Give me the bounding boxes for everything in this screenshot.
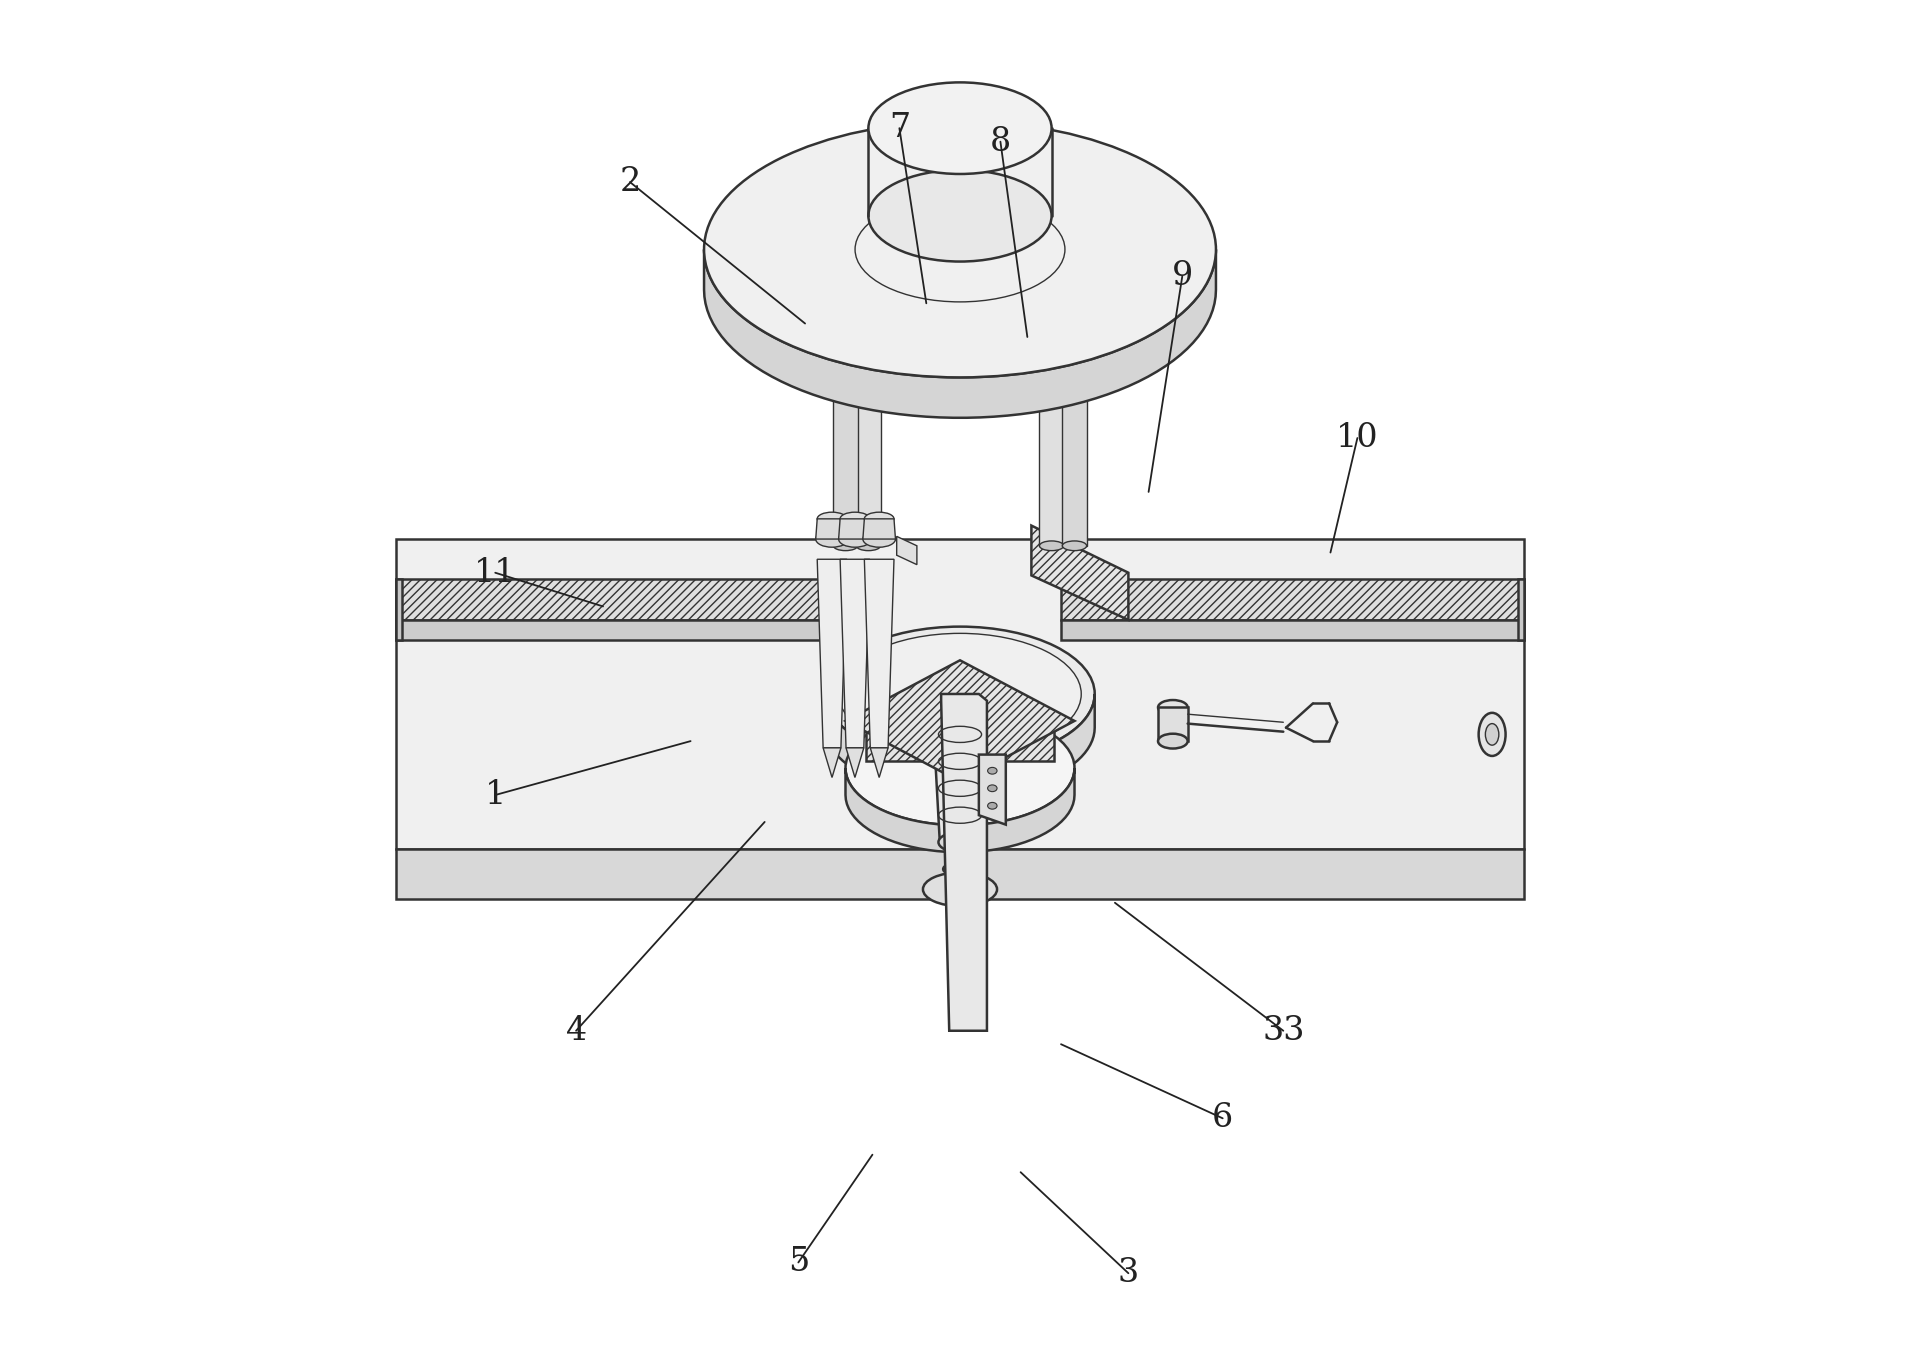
Ellipse shape bbox=[868, 83, 1052, 174]
Polygon shape bbox=[1031, 525, 1129, 619]
Ellipse shape bbox=[841, 512, 870, 525]
Ellipse shape bbox=[864, 512, 895, 525]
Polygon shape bbox=[826, 694, 1094, 795]
Text: 8: 8 bbox=[991, 125, 1012, 158]
Polygon shape bbox=[705, 249, 1215, 418]
Ellipse shape bbox=[1158, 700, 1188, 715]
Ellipse shape bbox=[839, 633, 1081, 754]
Polygon shape bbox=[1039, 297, 1064, 546]
Ellipse shape bbox=[1039, 291, 1064, 301]
Polygon shape bbox=[396, 849, 1524, 898]
Polygon shape bbox=[833, 297, 858, 546]
Polygon shape bbox=[841, 559, 870, 747]
Text: 4: 4 bbox=[566, 1015, 588, 1047]
Text: 10: 10 bbox=[1336, 422, 1379, 455]
Polygon shape bbox=[870, 747, 889, 777]
Text: 6: 6 bbox=[1212, 1102, 1233, 1134]
Ellipse shape bbox=[1039, 540, 1064, 551]
Ellipse shape bbox=[856, 291, 881, 301]
Ellipse shape bbox=[839, 531, 872, 547]
Ellipse shape bbox=[939, 832, 981, 852]
Polygon shape bbox=[941, 694, 987, 1030]
Polygon shape bbox=[1062, 619, 1524, 640]
Polygon shape bbox=[856, 297, 881, 546]
Ellipse shape bbox=[833, 291, 858, 301]
Polygon shape bbox=[935, 768, 985, 842]
Polygon shape bbox=[396, 580, 858, 619]
Polygon shape bbox=[396, 619, 858, 640]
Polygon shape bbox=[1158, 708, 1188, 742]
Ellipse shape bbox=[943, 863, 977, 876]
Polygon shape bbox=[866, 715, 1054, 761]
Ellipse shape bbox=[1478, 713, 1505, 755]
Polygon shape bbox=[824, 747, 841, 777]
Text: 7: 7 bbox=[889, 112, 910, 144]
Polygon shape bbox=[862, 519, 895, 539]
Ellipse shape bbox=[845, 710, 1075, 825]
Polygon shape bbox=[864, 559, 895, 747]
Ellipse shape bbox=[705, 121, 1215, 377]
Polygon shape bbox=[396, 580, 403, 640]
Ellipse shape bbox=[816, 531, 849, 547]
Text: 9: 9 bbox=[1171, 260, 1192, 293]
Ellipse shape bbox=[826, 626, 1094, 761]
Ellipse shape bbox=[862, 531, 895, 547]
Text: 5: 5 bbox=[787, 1247, 808, 1278]
Ellipse shape bbox=[1062, 291, 1087, 301]
Polygon shape bbox=[847, 747, 864, 777]
Polygon shape bbox=[396, 539, 1524, 849]
Polygon shape bbox=[845, 768, 1075, 852]
Text: 11: 11 bbox=[474, 557, 516, 589]
Text: 33: 33 bbox=[1261, 1015, 1304, 1047]
Ellipse shape bbox=[1486, 724, 1500, 746]
Polygon shape bbox=[845, 660, 1075, 781]
Polygon shape bbox=[979, 754, 1006, 825]
Ellipse shape bbox=[856, 540, 881, 551]
Ellipse shape bbox=[1062, 540, 1087, 551]
Polygon shape bbox=[818, 559, 847, 747]
Ellipse shape bbox=[987, 768, 996, 774]
Text: 2: 2 bbox=[620, 166, 641, 199]
Ellipse shape bbox=[818, 512, 847, 525]
Ellipse shape bbox=[987, 803, 996, 810]
Ellipse shape bbox=[868, 170, 1052, 261]
Polygon shape bbox=[839, 519, 872, 539]
Ellipse shape bbox=[833, 540, 858, 551]
Polygon shape bbox=[1517, 580, 1524, 640]
Polygon shape bbox=[816, 519, 849, 539]
Text: 3: 3 bbox=[1117, 1258, 1139, 1289]
Polygon shape bbox=[1062, 297, 1087, 546]
Text: 1: 1 bbox=[484, 778, 505, 811]
Ellipse shape bbox=[1158, 734, 1188, 749]
Polygon shape bbox=[1062, 580, 1524, 619]
Polygon shape bbox=[897, 536, 918, 565]
Ellipse shape bbox=[987, 785, 996, 792]
Ellipse shape bbox=[924, 872, 996, 906]
